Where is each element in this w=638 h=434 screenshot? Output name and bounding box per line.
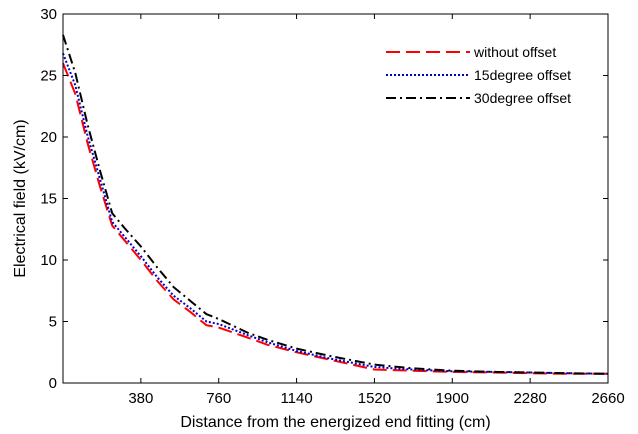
x-ticks: 380 760 1140 1520 1900 2280 2660: [128, 14, 625, 407]
legend-label-3: 30degree offset: [474, 90, 571, 106]
y-tick-label: 25: [40, 68, 57, 85]
y-tick-label: 20: [40, 129, 57, 146]
x-tick-label: 2280: [513, 390, 546, 407]
x-tick-label: 1140: [280, 390, 312, 407]
x-tick-label: 760: [206, 390, 231, 407]
series-line-2: [62, 53, 609, 375]
y-axis-label: Electrical field (kV/cm): [12, 119, 29, 277]
y-tick-label: 10: [40, 252, 57, 269]
y-tick-label: 0: [49, 375, 57, 392]
series-line-1: [62, 62, 608, 375]
y-ticks: 0 5 10 15 20 25 30: [40, 6, 608, 392]
series-layer: [62, 34, 609, 375]
x-tick-label: 2660: [591, 390, 624, 407]
y-tick-label: 15: [40, 191, 57, 208]
plot-area: [63, 14, 608, 383]
legend: without offset 15degree offset 30degree of…: [386, 44, 571, 106]
legend-label-1: without offset: [473, 44, 556, 60]
x-tick-label: 380: [128, 390, 153, 407]
x-tick-label: 1520: [358, 390, 391, 407]
x-axis-label: Distance from the energized end fitting …: [180, 414, 490, 431]
y-tick-label: 30: [40, 6, 57, 23]
legend-label-2: 15degree offset: [474, 67, 571, 83]
x-tick-label: 1900: [436, 390, 469, 407]
y-tick-label: 5: [49, 314, 57, 331]
